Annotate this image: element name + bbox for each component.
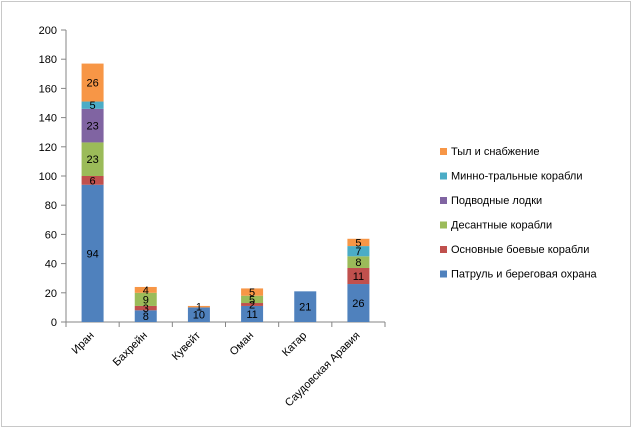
y-tick-label: 60: [45, 229, 57, 241]
data-label: 10: [193, 310, 205, 322]
bar-segment: [347, 238, 370, 247]
data-label: 8: [143, 311, 149, 323]
x-tick-label: Иран: [70, 330, 97, 357]
y-tick-label: 120: [39, 142, 57, 154]
x-tick-label: Бахрейн: [111, 330, 150, 369]
bar-segment: [81, 108, 104, 143]
bar-segment: [81, 63, 104, 102]
legend: Тыл и снабжение Минно-тральные корабли Под…: [440, 146, 598, 281]
legend-swatch: [440, 221, 447, 229]
bar-segment: [347, 284, 370, 322]
x-tick-label: Кувейт: [170, 330, 203, 363]
legend-entry: Минно-тральные корабли: [451, 171, 582, 183]
x-tick-label: Оман: [228, 330, 257, 359]
bar-segment: [347, 246, 370, 257]
data-label: 5: [249, 287, 255, 299]
data-label: 94: [86, 248, 98, 260]
data-label: 11: [246, 309, 257, 321]
bar-segment: [134, 305, 157, 311]
y-tick-label: 100: [39, 171, 57, 183]
data-label: 4: [143, 285, 149, 297]
data-label: 9: [143, 294, 149, 306]
legend-swatch: [440, 197, 447, 204]
bar-segment: [187, 305, 210, 308]
data-label: 6: [90, 175, 96, 187]
bar-segment: [81, 101, 104, 109]
data-label: 8: [355, 257, 361, 269]
legend-swatch: [440, 246, 447, 253]
bar-segment: [81, 184, 104, 322]
data-label: 5: [355, 237, 361, 249]
data-label: 5: [90, 100, 96, 112]
data-label: 23: [86, 154, 98, 166]
bar-segment: [187, 307, 210, 322]
data-label: 11: [353, 271, 364, 283]
y-tick-label: 40: [45, 259, 57, 271]
bar-segment: [241, 288, 264, 296]
legend-entry: Основные боевые корабли: [451, 244, 589, 256]
data-label: 2: [249, 299, 255, 311]
data-label: 26: [352, 298, 364, 310]
bar-segment: [134, 286, 157, 293]
legend-entry: Подводные лодки: [451, 195, 542, 207]
data-label: 3: [143, 303, 149, 315]
x-tick-label: Катар: [280, 330, 309, 359]
legend-swatch: [440, 172, 447, 180]
data-label: 5: [249, 294, 255, 306]
y-tick-label: 140: [39, 113, 57, 125]
bar-segment: [294, 291, 317, 322]
y-tick-label: 80: [45, 200, 57, 212]
legend-entry: Патруль и береговая охрана: [451, 269, 598, 281]
bar-segment: [134, 292, 157, 306]
data-label: 26: [86, 78, 98, 90]
y-tick-label: 160: [39, 83, 57, 95]
bar-segment: [241, 295, 264, 304]
y-tick-label: 0: [51, 317, 57, 329]
legend-swatch: [440, 270, 447, 278]
legend-entry: Тыл и снабжение: [451, 146, 540, 158]
bar-segment: [347, 267, 370, 285]
bar-segment: [81, 176, 104, 185]
bar-segment: [347, 256, 370, 268]
bar-segment: [81, 142, 104, 176]
data-label: 7: [355, 246, 361, 258]
bar-segment: [134, 310, 157, 322]
legend-swatch: [440, 148, 447, 155]
y-tick-label: 20: [45, 288, 57, 300]
data-label: 21: [299, 302, 311, 314]
y-tick-label: 200: [39, 25, 57, 37]
legend-entry: Десантные корабли: [451, 220, 552, 232]
data-label: 23: [86, 121, 98, 133]
bars: [81, 63, 370, 322]
y-tick-label: 180: [39, 54, 57, 66]
bar-segment: [241, 303, 264, 306]
bar-segment: [241, 305, 264, 322]
data-label: 1: [196, 302, 202, 314]
